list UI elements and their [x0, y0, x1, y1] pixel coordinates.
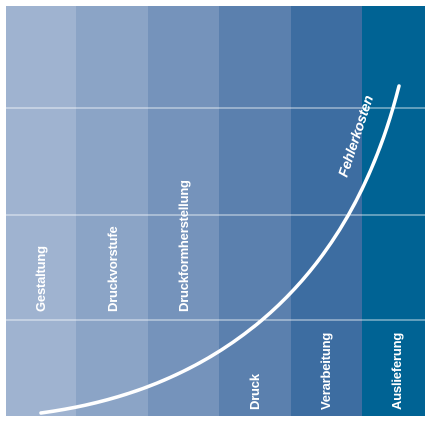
- error-cost-curve: [39, 84, 401, 415]
- column-druckvorstufe: [76, 6, 148, 416]
- column-gestaltung: [6, 6, 76, 416]
- column-label-druckvorstufe: Druckvorstufe: [105, 226, 120, 312]
- column-label-druckformherstellung: Druckformherstellung: [176, 180, 191, 312]
- cost-diagram: Gestaltung Druckvorstufe Druckformherste…: [6, 6, 425, 416]
- column-druck: [219, 6, 291, 416]
- column-label-druck: Druck: [247, 373, 262, 410]
- column-label-verarbeitung: Verarbeitung: [318, 333, 333, 410]
- column-label-auslieferung: Auslieferung: [389, 333, 404, 410]
- column-druckformherstellung: [148, 6, 219, 416]
- column-auslieferung: [362, 6, 425, 416]
- column-label-gestaltung: Gestaltung: [33, 246, 48, 312]
